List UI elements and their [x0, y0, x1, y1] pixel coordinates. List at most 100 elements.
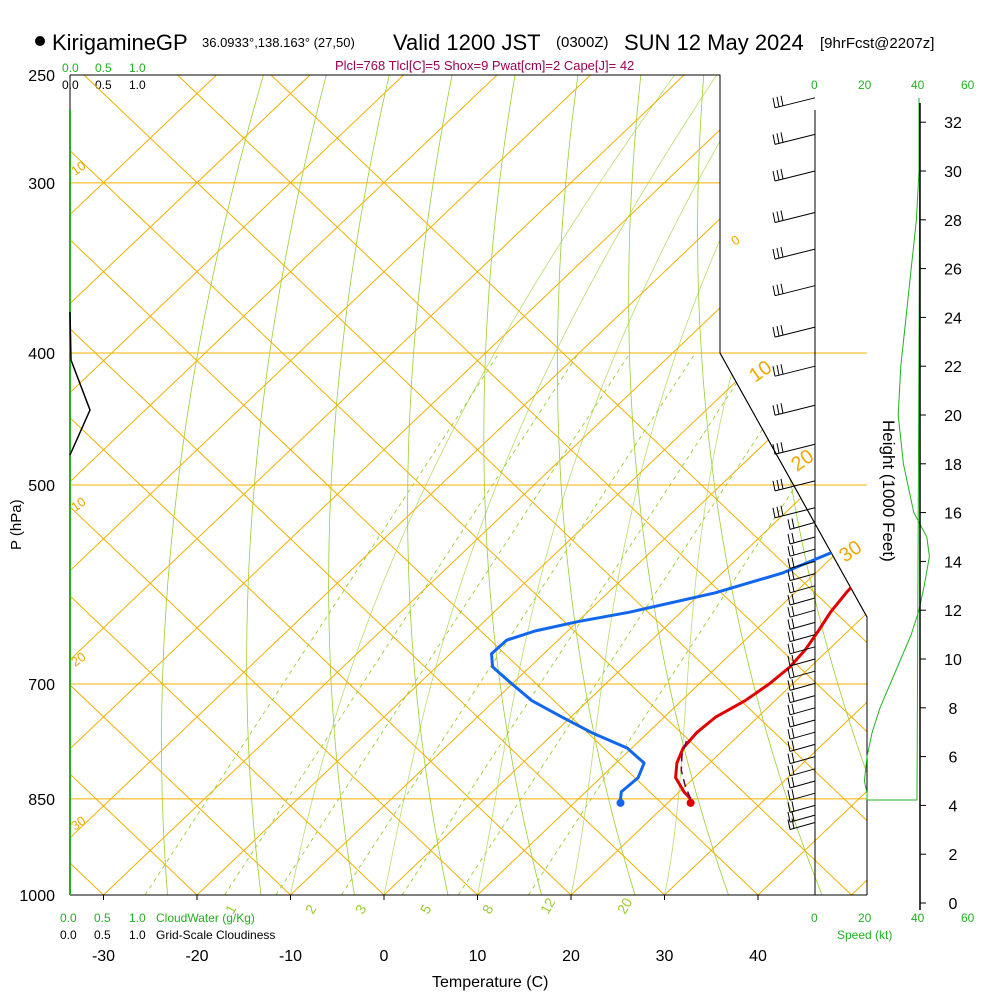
wind-barb-2 — [772, 168, 816, 182]
wind-speed-profile — [863, 97, 930, 801]
speed-bottom-0: 0 — [811, 911, 818, 925]
wind-barb-flag — [787, 519, 791, 530]
wind-barb-staff — [774, 507, 816, 519]
dry-adiabat-4 — [483, 75, 542, 895]
wind-barb-staff — [774, 170, 816, 182]
wind-barb-flag — [791, 715, 795, 727]
wind-barb-21 — [787, 630, 816, 643]
wind-barb-flag — [776, 479, 780, 490]
temperature-tick-label-0: 0 — [380, 948, 389, 965]
speed-top-2: 40 — [911, 78, 925, 92]
isotherm--80 — [70, 75, 498, 895]
height-tick-label-12: 12 — [944, 603, 962, 620]
wind-barb-staff — [774, 248, 816, 260]
wind-speed-line — [863, 97, 930, 801]
stability-indices: Plcl=768 Tlcl[C]=5 Shox=9 Pwat[cm]=2 Cap… — [335, 58, 634, 73]
plot-frame — [69, 74, 868, 896]
counter-isotherm-0 — [70, 75, 385, 895]
wind-barb-flag — [772, 405, 776, 416]
wind-barb-37 — [787, 818, 816, 830]
wind-barb-35 — [787, 801, 816, 813]
wind-barb-1 — [772, 132, 816, 145]
wind-barb-flag — [787, 643, 791, 654]
wind-barb-flag — [776, 404, 780, 415]
isotherm-10 — [477, 75, 867, 895]
isotherm-label-1: 10 — [745, 356, 776, 387]
wind-barb-flag — [791, 679, 795, 690]
counter-isotherm--10 — [70, 75, 291, 895]
speed-top-3: 60 — [961, 78, 975, 92]
cloud-scale-bottom-2: 1.0 — [129, 911, 146, 925]
wind-barb-flag — [791, 740, 795, 751]
wind-barb-flag — [791, 532, 795, 544]
axes: 0246810121416182022242628303210008507005… — [19, 68, 962, 965]
station-coords: 36.0933°,138.163° (27,50) — [202, 35, 355, 50]
wind-barb-17 — [787, 581, 816, 594]
mixing-ratio-2 — [224, 352, 579, 895]
isotherm--100 — [70, 75, 311, 895]
wind-barb-flag — [787, 668, 791, 679]
speed-bottom-1: 20 — [858, 911, 872, 925]
wind-barb-31 — [787, 752, 816, 765]
mixing-ratio-label-2: 2 — [302, 902, 320, 917]
pressure-tick-label-850: 850 — [28, 792, 55, 809]
wind-barb-flag — [791, 728, 795, 739]
mixing-ratio-label-5: 5 — [417, 902, 435, 917]
wind-barb-30 — [787, 740, 816, 752]
pressure-tick-label-250: 250 — [28, 68, 55, 85]
wind-barb-20 — [787, 618, 816, 630]
valid-time: Valid 1200 JST — [393, 30, 541, 55]
wind-barb-flag — [787, 607, 791, 618]
wind-barb-flag — [787, 619, 791, 630]
wind-barb-flag — [772, 327, 776, 338]
wind-barb-flag — [787, 777, 791, 789]
isotherm-label-7: 10 — [68, 158, 88, 179]
wind-barb-flag — [791, 801, 795, 812]
wind-barb-flag — [776, 506, 780, 517]
wind-barb-13 — [787, 532, 816, 545]
cloud-scale-bottom-1: 0.5 — [94, 911, 111, 925]
wind-barb-10 — [772, 478, 816, 492]
wind-barb-flag — [780, 132, 784, 143]
counter-isotherm--40 — [0, 75, 10, 895]
wind-barb-flag — [780, 168, 784, 180]
station-bullet-icon — [35, 36, 45, 46]
wind-barb-11 — [772, 505, 816, 519]
wind-barb-flag — [791, 630, 795, 641]
wind-barb-flag — [787, 570, 791, 581]
wind-barb-staff — [774, 211, 816, 223]
wind-barb-34 — [787, 789, 816, 801]
wind-barb-0 — [772, 95, 816, 109]
wind-barb-flag — [791, 569, 795, 580]
wind-barb-4 — [772, 246, 816, 260]
dry-adiabat-2 — [328, 75, 390, 895]
wind-barb-flag — [776, 284, 780, 295]
pressure-tick-label-1000: 1000 — [19, 888, 55, 905]
height-tick-label-18: 18 — [944, 457, 962, 474]
wind-barb-flag — [772, 507, 776, 518]
mixing-ratio-8 — [401, 352, 757, 895]
wind-barb-flag — [791, 606, 795, 617]
temperature-tick-label--30: -30 — [92, 948, 115, 965]
mixing-ratio-20 — [528, 352, 867, 895]
height-tick-label-26: 26 — [944, 262, 962, 279]
wind-barb-19 — [787, 606, 816, 618]
dry-adiabat-0 — [161, 75, 264, 895]
wind-barb-6 — [772, 325, 816, 338]
wind-barb-33 — [787, 776, 816, 789]
cloudiness-profile — [69, 110, 91, 895]
dewpoint-line — [490, 109, 867, 800]
temperature-tick-label-20: 20 — [562, 948, 580, 965]
wind-barb-flag — [791, 764, 795, 775]
temperature-tick-label--10: -10 — [279, 948, 302, 965]
speed-scale-top: 0 20 40 60 — [811, 78, 975, 92]
wind-barb-flag — [780, 246, 784, 258]
isotherm-20 — [570, 75, 867, 895]
wind-barb-flag — [791, 557, 795, 568]
isotherm--110 — [70, 75, 217, 895]
wind-barb-29 — [787, 728, 816, 740]
wind-barb-25 — [787, 679, 816, 691]
wind-barb-staff — [774, 326, 816, 338]
height-tick-label-6: 6 — [949, 750, 958, 767]
wind-barb-flag — [787, 631, 791, 642]
